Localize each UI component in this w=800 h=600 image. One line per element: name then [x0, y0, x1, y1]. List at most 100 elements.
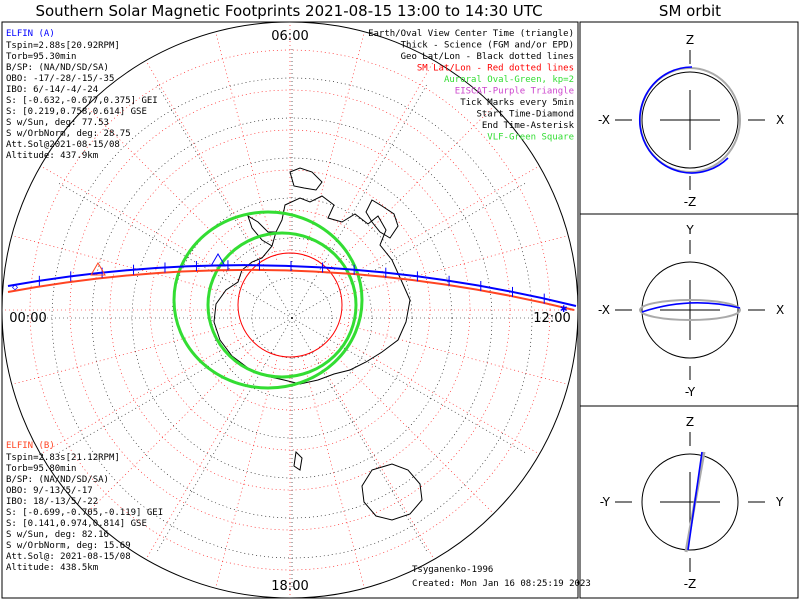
info-line: S w/OrbNorm, deg: 15.69	[6, 541, 131, 551]
info-line: OBO: 9/-13/5/-17	[6, 486, 93, 496]
sm-longitude-line	[334, 335, 540, 455]
axis-label: Y	[775, 495, 784, 509]
axis-label: -Z	[684, 195, 697, 209]
geo-longitude-line	[291, 84, 428, 319]
sm-longitude-line	[215, 31, 277, 260]
axis-label: -X	[598, 303, 610, 317]
info-line: Tspin=2.83s[21.12RPM]	[6, 453, 120, 463]
created-label: Created: Mon Jan 16 08:25:19 2023	[412, 579, 591, 589]
elfin-a-end-asterisk: ✱	[560, 301, 567, 315]
earth-circle	[641, 453, 739, 551]
sm-pole-circle	[237, 252, 343, 358]
sm-longitude-line	[334, 165, 540, 285]
info-line: Altitude: 438.5km	[6, 563, 98, 573]
info-line: S: [-0.699,-0.705,-0.119] GEI	[6, 508, 163, 518]
info-line: S w/Sun, deg: 82.16	[6, 530, 109, 540]
auroral-oval-outer	[172, 210, 364, 390]
info-line: Att.Sol@: 2021-08-15/08	[6, 552, 131, 562]
antarctic-peninsula	[247, 214, 276, 247]
geo-longitude-line	[156, 317, 293, 552]
sm-longitude-line	[40, 165, 246, 285]
clock-label-left: 00:00	[9, 311, 46, 326]
orbit-a	[641, 302, 741, 313]
australia-coastline	[361, 463, 423, 521]
elfin-b-name: ELFIN (B)	[6, 441, 55, 451]
info-line: Tspin=2.88s[20.92RPM]	[6, 41, 120, 51]
sm-longitude-line	[340, 323, 569, 385]
axis-label: Z	[686, 415, 694, 429]
sm-longitude-line	[303, 31, 365, 260]
legend: Earth/Oval View Center Time (triangle) Th…	[368, 29, 574, 143]
panel-frame-xz	[579, 21, 799, 215]
legend-entry: Tick Marks every 5min	[460, 98, 574, 108]
info-line: OBO: -17/-28/-15/-35	[6, 74, 114, 84]
geo-longitude-line	[58, 182, 293, 319]
legend-entry: Thick - Science (FGM and/or EPD)	[401, 41, 574, 51]
page-title: Southern Solar Magnetic Footprints 2021-…	[35, 2, 543, 20]
elfin-b-center-triangle	[90, 262, 106, 276]
elfin-a-start-diamond: ◇	[12, 282, 18, 293]
info-line: Att.Sol@2021-08-15/08	[6, 140, 120, 150]
antarctica-coastline	[213, 195, 411, 385]
info-line: S: [-0.632,-0.677,0.375] GEI	[6, 96, 158, 106]
elfin-b-info: ELFIN (B) Tspin=2.83s[21.12RPM]Torb=95.8…	[6, 441, 163, 573]
elfin-b-lines: Tspin=2.83s[21.12RPM]Torb=95.80minB/SP: …	[6, 453, 163, 573]
elfin-b-footprint-track	[7, 268, 575, 311]
elfin-a-name: ELFIN (A)	[6, 29, 55, 39]
africa-coastline	[365, 199, 399, 239]
legend-entry: Geo Lat/Lon - Black dotted lines	[401, 52, 574, 62]
sm-longitude-line	[215, 360, 277, 589]
elfin-a-center-triangle	[210, 253, 226, 267]
axis-label: -X	[598, 113, 610, 127]
info-line: S: [0.219,0.758,0.614] GSE	[6, 107, 147, 117]
sm-longitude-line	[145, 354, 265, 560]
geo-grid	[22, 48, 562, 588]
sm-grid	[2, 22, 578, 598]
geo-longitude-line	[291, 317, 428, 552]
panel-frame-yz	[579, 405, 799, 599]
axis-label: Y	[685, 223, 694, 237]
sm-orbit-panels: Z -Z -X X Y -Y -X X Z -Z -Y Y	[598, 33, 784, 591]
earth-circle	[641, 261, 739, 359]
info-line: IBO: 6/-14/-4/-24	[6, 85, 98, 95]
orbit-a	[638, 66, 729, 174]
legend-entry: VLF-Green Square	[487, 133, 574, 143]
sm-longitude-line	[303, 360, 365, 589]
auroral-oval-inner	[206, 231, 358, 379]
axis-label: Z	[686, 33, 694, 47]
south-america-coastline	[289, 167, 323, 191]
info-line: IBO: 18/-13/5/-22	[6, 497, 98, 507]
info-line: S w/Sun, deg: 77.53	[6, 118, 109, 128]
orbit-a	[687, 451, 703, 551]
new-zealand-coastline	[293, 450, 303, 471]
sm-longitude-line	[86, 346, 254, 514]
elfin-a-info: ELFIN (A) Tspin=2.88s[20.92RPM]Torb=95.3…	[6, 29, 158, 161]
clock-label-right: 12:00	[533, 311, 570, 326]
sm-longitude-line	[11, 235, 240, 297]
axis-label: -Y	[600, 495, 611, 509]
axis-label: -Y	[685, 385, 696, 399]
sm-orbit-title: SM orbit	[658, 2, 722, 20]
legend-entry: Earth/Oval View Center Time (triangle)	[368, 29, 574, 39]
orbit-b	[639, 299, 741, 321]
info-line: S: [0.141,0.974,0.814] GSE	[6, 519, 147, 529]
info-line: Altitude: 437.9km	[6, 151, 98, 161]
legend-entry: End Time-Asterisk	[482, 121, 575, 131]
sm-longitude-line	[86, 106, 254, 274]
sm-longitude-line	[11, 323, 240, 385]
sm-longitude-line	[315, 60, 435, 266]
earth-limb	[1, 21, 579, 599]
info-line: B/SP: (NA/ND/SD/SA)	[6, 475, 109, 485]
info-line: S w/OrbNorm, deg: 28.75	[6, 129, 131, 139]
clock-label-top: 06:00	[271, 29, 308, 44]
clock-label-bottom: 18:00	[271, 579, 308, 594]
axis-label: X	[776, 113, 784, 127]
sm-longitude-line	[326, 346, 494, 514]
geo-longitude-line	[58, 317, 293, 454]
model-label: Tsyganenko-1996	[412, 565, 493, 575]
polar-map: ✱ ◇ 06:00 00:00 12:00 18:00	[1, 21, 579, 599]
geo-longitude-line	[291, 182, 526, 319]
sm-longitude-line	[40, 335, 246, 455]
info-line: Torb=95.30min	[6, 52, 76, 62]
